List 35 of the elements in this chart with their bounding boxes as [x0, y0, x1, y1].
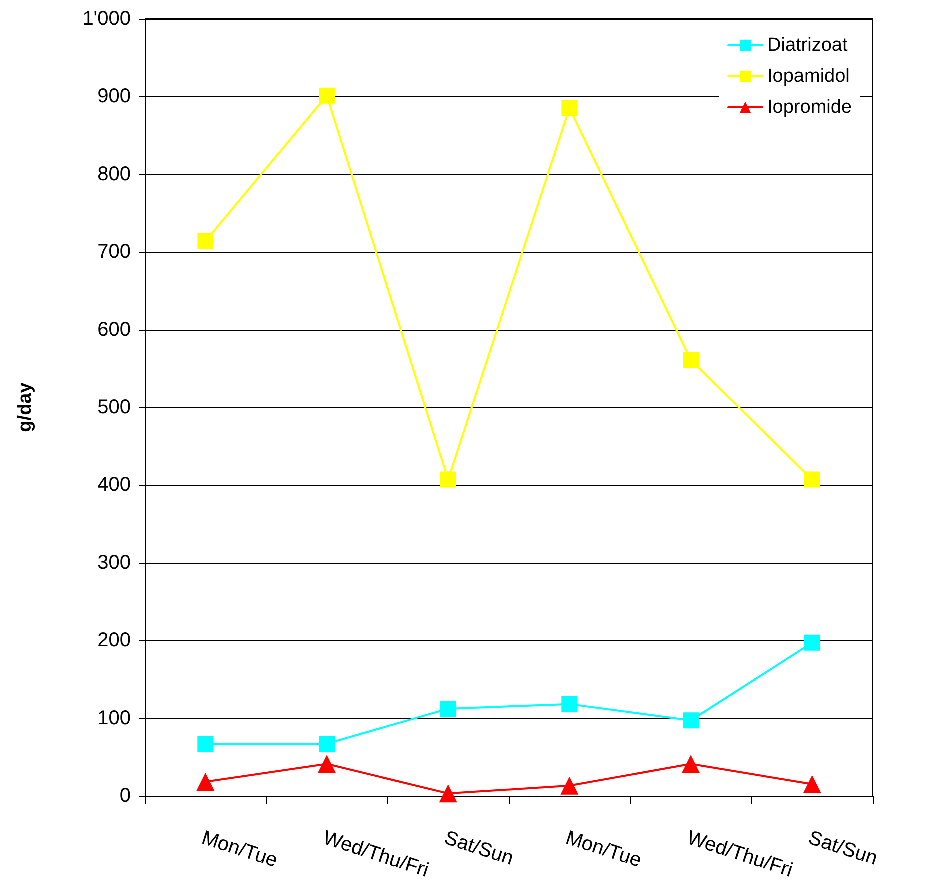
point: [560, 776, 579, 795]
y-tick-label: 500: [98, 396, 131, 418]
y-tick-label: 300: [98, 552, 131, 574]
y-tick-label: 200: [98, 630, 131, 652]
y-tick-label: 800: [98, 163, 131, 186]
x-tick-label: Sat/Sun: [806, 827, 880, 870]
point: [682, 755, 700, 774]
x-tick-label: Sat/Sun: [442, 827, 516, 870]
y-tick-label: 0: [120, 785, 131, 807]
y-tick-label: 700: [98, 241, 131, 264]
point: [319, 88, 335, 104]
point: [196, 773, 215, 792]
y-tick-label: 600: [98, 318, 131, 341]
y-axis-title: g/day: [15, 382, 36, 432]
point: [439, 784, 458, 803]
point: [562, 696, 578, 712]
point: [440, 700, 456, 717]
legend-label: Iopromide: [768, 97, 852, 118]
y-tick-label: 900: [98, 86, 131, 108]
y-tick-label: 1'000: [82, 8, 131, 30]
point: [803, 775, 822, 794]
point: [683, 712, 699, 729]
legend-label: Iopamidol: [768, 66, 850, 87]
point: [198, 233, 214, 250]
point: [318, 755, 336, 774]
point: [804, 472, 820, 488]
y-tick-label: 400: [98, 474, 131, 496]
point: [198, 736, 214, 752]
y-tick-label: 100: [98, 707, 131, 730]
point: [804, 634, 820, 651]
point: [319, 736, 335, 752]
point: [440, 472, 456, 488]
point: [562, 100, 578, 116]
point: [683, 352, 699, 368]
legend-label: Diatrizoat: [768, 35, 848, 56]
